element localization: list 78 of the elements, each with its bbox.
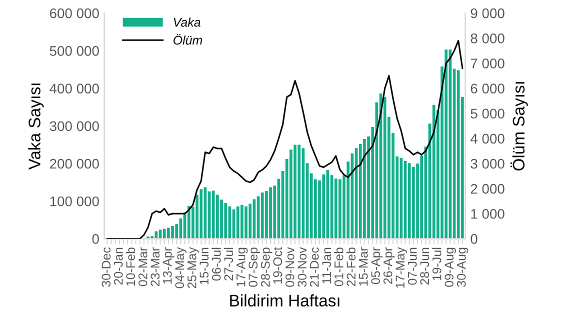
y2-tick-label: 6 000	[470, 84, 504, 94]
x-tick-label: 15-Jun	[200, 248, 209, 284]
x-tick-label: 15-Mar	[359, 247, 368, 286]
bar	[162, 228, 166, 239]
y-tick-label: 200 000	[50, 158, 99, 169]
y2-tick-label: 8 000	[470, 33, 504, 44]
y-tick-label: 300 000	[50, 121, 99, 132]
y-tick-label: 100 000	[50, 196, 99, 206]
y2-tick-label: 7 000	[470, 58, 504, 68]
y2-tick-label: 3 000	[470, 158, 504, 169]
x-tick-label: 06-Jul	[212, 248, 221, 281]
x-tick-label: 21-Dec	[310, 247, 319, 287]
x-tick-label: 30-Aug	[456, 248, 468, 287]
y-tick-label: 0	[92, 234, 99, 244]
bar	[200, 189, 203, 239]
x-tick-label: 01-Feb	[334, 248, 344, 286]
y-tick-label: 600 000	[50, 8, 99, 18]
x-tick-label: 19-Jul	[432, 248, 442, 280]
bar	[236, 206, 240, 239]
x-tick-label: 22-Feb	[346, 248, 356, 286]
bar	[187, 206, 190, 239]
x-tick-label: 11-Jan	[322, 248, 332, 284]
bar	[240, 204, 244, 239]
legend-label: Vaka	[174, 18, 200, 27]
bar	[322, 174, 326, 239]
y-tick-label: 400 000	[50, 84, 99, 94]
y-axis-title: Vaka Sayısı	[28, 84, 44, 170]
bar	[260, 192, 264, 239]
x-tick-label: 19-Oct	[273, 247, 282, 284]
x-tick-label: 20-Jan	[114, 248, 123, 285]
x-tick-label: 09-Nov	[285, 247, 294, 287]
x-tick-label: 25-May	[187, 247, 199, 288]
bar	[212, 190, 215, 239]
bar	[298, 144, 301, 239]
bar	[363, 139, 366, 239]
y2-axis-title: Ölüm Sayısı	[510, 82, 528, 170]
y2-tick-label: 1 000	[471, 208, 504, 219]
bar	[432, 104, 436, 239]
x-tick-label: 27-Jul	[224, 248, 234, 280]
x-tick-label: 07-Sep	[248, 248, 260, 287]
x-tick-label: 30-Nov	[298, 247, 307, 287]
x-tick-label: 02-Mar	[138, 247, 148, 286]
x-tick-label: 28-Sep	[260, 248, 272, 287]
x-tick-label: 04-May	[175, 247, 187, 288]
x-tick-label: 28-Jun	[420, 248, 430, 285]
x-axis-title: Bildirim Haftası	[230, 294, 340, 307]
x-tick-label: 17-Aug	[236, 248, 248, 286]
x-tick-label: 17-May	[396, 247, 408, 288]
x-tick-label: 10-Feb	[126, 248, 136, 286]
y2-tick-label: 2 000	[470, 184, 504, 194]
bar	[269, 187, 272, 239]
x-tick-label: 26-Apr	[383, 247, 395, 284]
x-tick-label: 07-Jun	[408, 248, 417, 285]
bar	[224, 202, 228, 239]
bar	[167, 228, 170, 239]
y2-tick-label: 4 000	[470, 134, 504, 144]
bar	[171, 226, 174, 239]
x-tick-label: 05-Apr	[371, 247, 383, 284]
x-tick-label: 13-Apr	[162, 247, 174, 284]
bar	[216, 194, 219, 239]
x-tick-label: 30-Dec	[102, 247, 111, 287]
bar	[338, 179, 342, 239]
bar	[244, 206, 248, 239]
bar	[408, 163, 411, 239]
bar	[294, 144, 296, 239]
legend-label: Ölüm	[173, 34, 202, 45]
bar	[265, 190, 268, 239]
x-tick-label: 09-Aug	[444, 248, 456, 287]
bar	[444, 50, 448, 239]
bar	[334, 178, 338, 239]
y2-tick-label: 9 000	[470, 8, 504, 18]
bar	[383, 96, 386, 239]
y2-tick-label: 0	[470, 234, 478, 244]
x-tick-label: 23-Mar	[150, 247, 160, 286]
bar	[456, 70, 460, 239]
y-tick-label: 500 000	[50, 46, 99, 56]
y2-tick-label: 5 000	[470, 108, 504, 119]
bar	[412, 166, 415, 239]
